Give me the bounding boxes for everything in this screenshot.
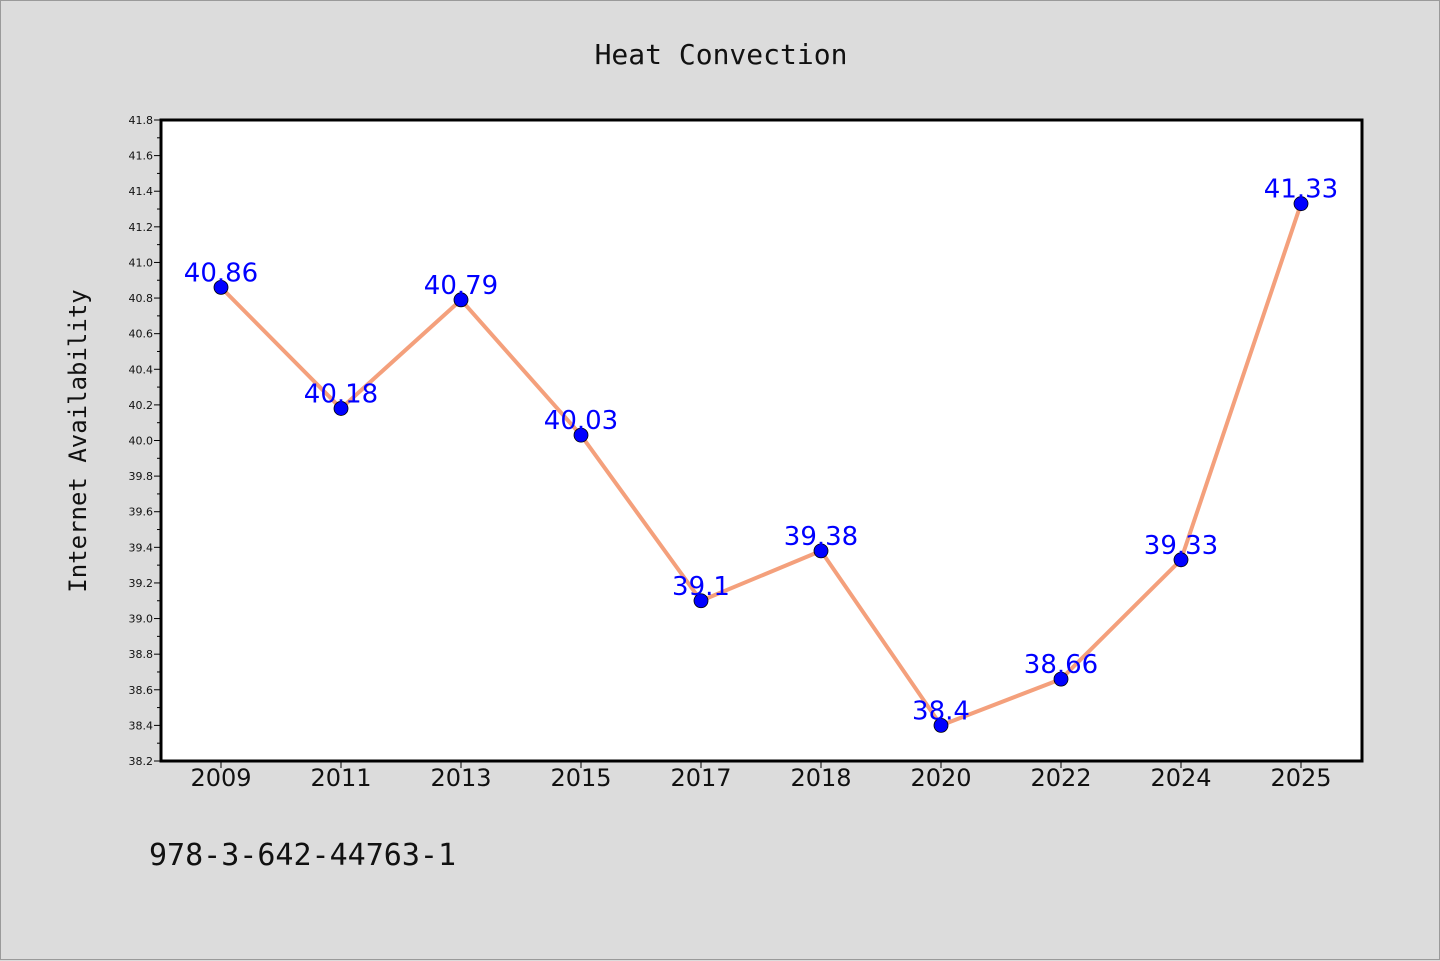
y-tick-label: 39.4 [129, 541, 154, 554]
data-label: 40.86 [184, 258, 258, 288]
y-tick-label: 41.4 [129, 185, 154, 198]
x-tick-label: 2013 [430, 764, 491, 792]
y-tick-label: 41.2 [129, 221, 154, 234]
data-labels: 40.86 40.18 40.79 40.03 39.1 39.38 38.4 38.66 39… [184, 175, 1338, 727]
data-point [693, 593, 709, 609]
series-line [219, 203, 1303, 728]
x-tick-label: 2017 [670, 764, 731, 792]
data-label: 41.33 [1264, 175, 1338, 205]
y-tick-label: 40.6 [129, 328, 154, 341]
y-tick-label: 40.8 [129, 292, 154, 305]
x-tick-label: 2020 [910, 764, 971, 792]
x-tick-label: 2025 [1270, 764, 1331, 792]
y-tick-label: 40.4 [129, 363, 154, 376]
data-point [813, 543, 829, 559]
y-axis: 38.2 38.4 38.6 38.8 39.0 39.2 39.4 39.6 39.8 40.0… [129, 114, 161, 768]
data-label: 38.4 [912, 696, 970, 726]
x-tick-label: 2011 [310, 764, 371, 792]
data-point [573, 427, 589, 443]
data-label: 39.1 [672, 572, 730, 602]
y-tick-label: 39.6 [129, 506, 154, 519]
y-tick-label: 40.2 [129, 399, 154, 412]
series-group [213, 196, 1309, 733]
data-point [453, 292, 469, 308]
data-label: 40.03 [544, 406, 618, 436]
data-point [1173, 552, 1189, 568]
y-tick-label: 38.8 [129, 648, 154, 661]
data-label: 38.66 [1024, 650, 1098, 680]
data-point [933, 717, 949, 733]
data-label: 39.38 [784, 522, 858, 552]
x-tick-label: 2009 [190, 764, 251, 792]
y-tick-label: 38.2 [129, 755, 154, 768]
y-tick-label: 39.8 [129, 470, 154, 483]
x-axis: 2009 2011 2013 2015 2017 2018 2020 2022 2024 2025 [190, 761, 1332, 792]
data-label: 40.18 [304, 379, 378, 409]
x-tick-label: 2022 [1030, 764, 1091, 792]
y-tick-label: 39.0 [129, 613, 154, 626]
y-tick-label: 41.6 [129, 150, 154, 163]
y-tick-label: 41.8 [129, 114, 154, 127]
footer-id-text: 978-3-642-44763-1 [149, 838, 456, 873]
y-axis-label: Internet Availability [64, 289, 92, 592]
y-tick-label: 40.0 [129, 435, 154, 448]
data-label: 40.79 [424, 271, 498, 301]
data-point [1053, 671, 1069, 687]
data-label: 39.33 [1144, 531, 1218, 561]
y-tick-label: 39.2 [129, 577, 154, 590]
plot-area [159, 118, 1364, 763]
data-point [333, 401, 349, 416]
x-tick-label: 2024 [1150, 764, 1211, 792]
y-tick-label: 41.0 [129, 256, 154, 269]
data-point [1293, 196, 1309, 212]
x-tick-label: 2018 [790, 764, 851, 792]
x-tick-label: 2015 [550, 764, 611, 792]
data-point [213, 279, 229, 295]
y-tick-label: 38.4 [129, 719, 154, 732]
y-tick-label: 38.6 [129, 684, 154, 697]
chart-title: Heat Convection [595, 38, 848, 71]
